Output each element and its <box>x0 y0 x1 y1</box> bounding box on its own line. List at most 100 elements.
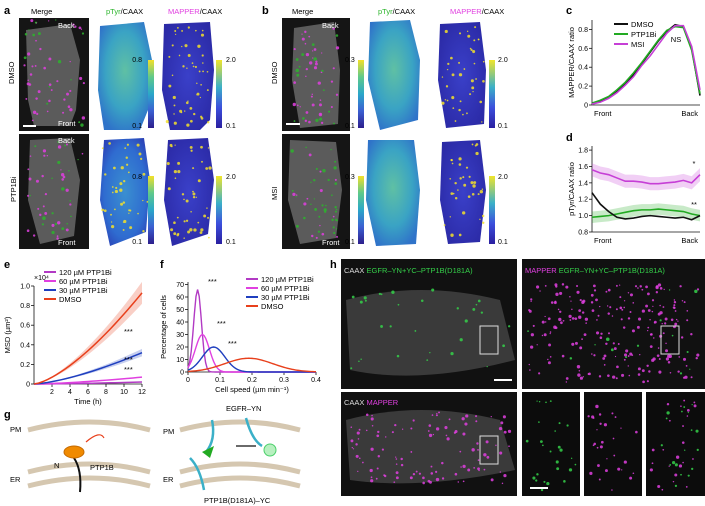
speckle <box>687 474 690 477</box>
speckle <box>370 476 373 479</box>
colorbar-ptyr <box>358 176 364 244</box>
speckle <box>435 470 438 473</box>
speckle <box>657 484 661 489</box>
speckle <box>359 300 363 304</box>
speckle <box>57 145 62 149</box>
speckle <box>171 145 173 148</box>
speckle <box>683 406 686 408</box>
y-tick-label: 50 <box>176 307 184 314</box>
speckle <box>597 314 600 317</box>
speckle <box>351 447 353 449</box>
speckle <box>186 123 190 127</box>
speckle <box>593 289 597 292</box>
speckle <box>599 305 601 308</box>
colorbar-ptyr <box>148 176 154 244</box>
speckle <box>301 33 303 35</box>
speckle <box>536 473 539 476</box>
speckle <box>544 315 546 318</box>
speckle <box>37 90 41 94</box>
legend-label: 30 µM PTP1Bi <box>261 293 310 302</box>
speckle <box>679 372 683 375</box>
speckle <box>675 318 678 321</box>
speckle <box>67 105 71 109</box>
h-cell <box>346 410 515 484</box>
speckle <box>54 222 58 226</box>
legend-label: 30 µM PTP1Bi <box>59 286 108 295</box>
series-line-msi <box>591 24 701 105</box>
row-label-ptp1bi: PTP1Bi <box>9 176 18 202</box>
speckle <box>77 158 79 161</box>
speckle <box>369 468 373 473</box>
legend-label: DMSO <box>59 295 82 304</box>
label-ptp1b: PTP1B <box>90 463 114 472</box>
speckle <box>57 160 61 165</box>
speckle <box>535 479 538 482</box>
speckle <box>490 478 494 482</box>
speckle <box>539 290 541 292</box>
speckle <box>171 44 174 47</box>
speckle <box>51 230 55 235</box>
cb-max: 0.3 <box>345 57 355 64</box>
speckle <box>615 284 618 287</box>
speckle <box>192 167 195 170</box>
speckle <box>308 35 311 38</box>
speckle <box>623 358 626 361</box>
speckle <box>503 474 507 478</box>
speckle <box>481 214 485 218</box>
speckle <box>400 463 404 467</box>
speckle <box>477 448 479 451</box>
speckle <box>462 211 466 215</box>
speckle <box>448 418 451 421</box>
speckle <box>669 464 672 466</box>
speckle <box>26 229 30 233</box>
speckle <box>305 111 309 114</box>
speckle <box>383 474 387 478</box>
speckle <box>581 311 585 314</box>
speckle <box>335 208 338 211</box>
speckle <box>127 171 130 174</box>
speckle <box>400 457 403 461</box>
speckle <box>629 476 633 480</box>
speckle <box>478 469 480 472</box>
speckle <box>355 443 358 446</box>
label-er-2: ER <box>163 475 174 484</box>
speckle <box>205 167 209 170</box>
speckle <box>600 440 604 444</box>
speckle <box>335 34 339 37</box>
speckle <box>293 81 296 84</box>
y-tick-label: 0 <box>26 382 30 389</box>
y-tick-label: 0 <box>180 370 184 377</box>
speckle <box>481 121 483 123</box>
speckle <box>63 98 66 101</box>
speckle <box>529 369 531 371</box>
cb2-max: 2.0 <box>498 57 508 64</box>
speckle <box>665 357 670 361</box>
speckle <box>395 458 398 460</box>
speckle <box>371 425 374 427</box>
speckle <box>655 291 659 294</box>
speckle <box>555 292 559 296</box>
speckle <box>612 342 615 345</box>
speckle <box>196 82 198 85</box>
speckle <box>200 145 203 149</box>
speckle <box>28 29 30 31</box>
speckle <box>680 405 682 407</box>
speckle <box>686 319 689 322</box>
speckle <box>563 480 566 483</box>
speckle <box>37 207 40 210</box>
speckle <box>182 65 185 68</box>
speckle <box>467 468 471 472</box>
speckle <box>621 373 625 377</box>
speckle <box>619 284 621 286</box>
speckle <box>146 200 149 203</box>
speckle <box>683 399 686 402</box>
er-membrane-top <box>27 461 151 475</box>
speckle <box>370 417 374 421</box>
speckle <box>203 214 207 218</box>
speckle <box>501 482 504 485</box>
er-membrane-top-2 <box>179 461 301 475</box>
speckle <box>471 86 475 90</box>
speckle <box>483 468 486 471</box>
speckle <box>464 319 468 323</box>
speckle <box>458 73 463 77</box>
